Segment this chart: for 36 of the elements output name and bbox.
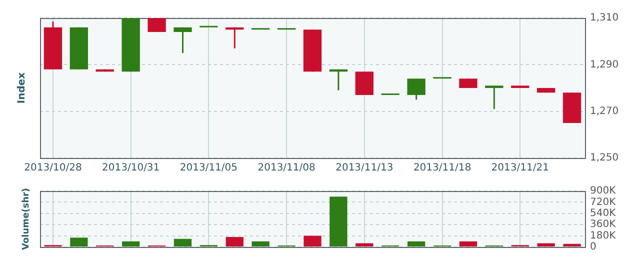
y-tick-label: 0	[590, 242, 596, 253]
y-tick-label: 1,250	[590, 152, 619, 164]
y-axis-title: Index	[16, 72, 28, 104]
candlestick	[407, 78, 426, 100]
bar	[459, 241, 478, 246]
bar	[174, 238, 192, 246]
x-tick-label: 2013/10/31	[102, 162, 160, 174]
bar	[356, 243, 374, 246]
y-axis-title: Volume(shr)	[21, 188, 32, 250]
candlestick	[148, 18, 166, 32]
y-tick-label: 180K	[590, 230, 616, 242]
bar	[122, 241, 140, 246]
y-tick-label: 1,290	[590, 59, 619, 70]
x-tick-label: 2013/11/05	[180, 162, 238, 174]
y-tick-label: 720K	[590, 196, 616, 208]
y-tick-label: 1,310	[590, 12, 619, 24]
bar	[537, 243, 555, 246]
x-tick-label: 2013/11/08	[258, 162, 316, 174]
y-tick-label: 900K	[590, 186, 616, 197]
y-tick-label: 1,270	[590, 106, 619, 117]
x-tick-label: 2013/11/21	[491, 162, 549, 174]
bar	[226, 237, 244, 246]
x-tick-label: 2013/10/28	[24, 162, 82, 174]
bar	[330, 196, 348, 246]
bar	[252, 241, 270, 246]
x-tick-label: 2013/11/13	[336, 162, 394, 174]
x-tick-label: 2013/11/18	[413, 162, 472, 174]
bar	[70, 238, 88, 246]
bar	[407, 241, 426, 246]
bar	[304, 236, 322, 246]
candlestick	[174, 26, 192, 54]
candlestick	[485, 84, 504, 110]
y-tick-label: 540K	[590, 208, 616, 219]
y-tick-label: 360K	[590, 219, 616, 230]
bar	[563, 244, 581, 246]
candlestick	[355, 70, 374, 96]
